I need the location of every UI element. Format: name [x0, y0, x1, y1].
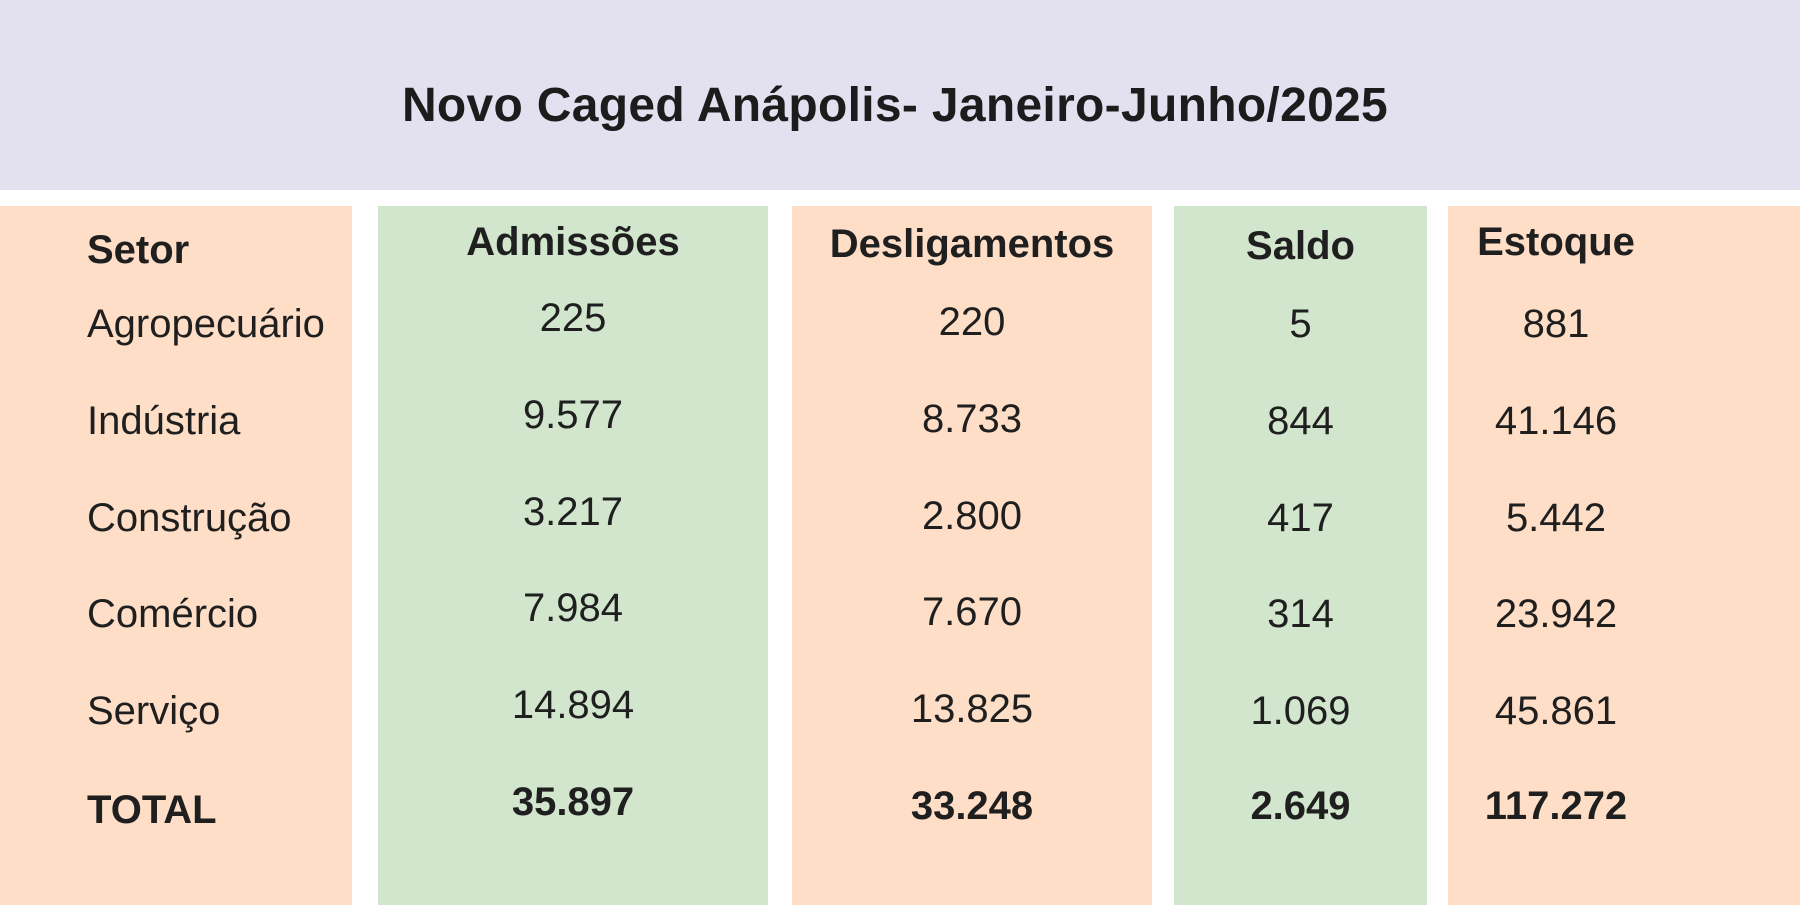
column-estoque: Estoque 881 41.146 5.442 23.942 45.861 117.272 [1448, 206, 1800, 905]
cell-saldo-total: 2.649 [1250, 784, 1351, 828]
cell-estoque-industria: 41.146 [1494, 399, 1618, 443]
header-admissoes: Admissões [466, 220, 680, 264]
header-saldo: Saldo [1246, 224, 1355, 268]
cell-setor-servico: Serviço [87, 689, 221, 733]
cell-desligamentos-industria: 8.733 [921, 397, 1023, 441]
cell-admissoes-agropecuario: 225 [539, 296, 607, 340]
cell-setor-industria: Indústria [87, 399, 241, 443]
cell-saldo-construcao: 417 [1267, 496, 1334, 540]
cell-saldo-industria: 844 [1267, 399, 1334, 443]
cell-setor-total: TOTAL [87, 788, 217, 832]
cell-setor-comercio: Comércio [87, 592, 259, 636]
header-estoque: Estoque [1477, 220, 1635, 264]
cell-admissoes-comercio: 7.984 [522, 586, 624, 630]
cell-admissoes-construcao: 3.217 [522, 490, 624, 534]
cell-estoque-total: 117.272 [1484, 784, 1628, 828]
column-setor: Setor Agropecuário Indústria Construção Comé… [0, 206, 352, 905]
cell-desligamentos-servico: 13.825 [910, 687, 1034, 731]
title-banner [0, 0, 1800, 190]
table-title: Novo Caged Anápolis- Janeiro-Junho/2025 [401, 79, 1389, 132]
cell-admissoes-total: 35.897 [511, 780, 635, 824]
header-desligamentos: Desligamentos [829, 222, 1115, 266]
cell-estoque-comercio: 23.942 [1494, 592, 1618, 636]
cell-estoque-agropecuario: 881 [1522, 302, 1590, 346]
cell-saldo-comercio: 314 [1267, 592, 1334, 636]
column-saldo: Saldo 5 844 417 314 1.069 2.649 [1174, 206, 1427, 905]
cell-admissoes-servico: 14.894 [511, 683, 635, 727]
cell-estoque-servico: 45.861 [1494, 689, 1618, 733]
cell-desligamentos-comercio: 7.670 [921, 590, 1023, 634]
cell-desligamentos-total: 33.248 [910, 784, 1034, 828]
cell-saldo-servico: 1.069 [1250, 689, 1351, 733]
cell-setor-construcao: Construção [87, 496, 292, 540]
cell-admissoes-industria: 9.577 [522, 393, 624, 437]
cell-desligamentos-construcao: 2.800 [921, 494, 1023, 538]
cell-estoque-construcao: 5.442 [1505, 496, 1607, 540]
cell-setor-agropecuario: Agropecuário [87, 302, 325, 346]
column-admissoes: Admissões 225 9.577 3.217 7.984 14.894 35.897 [378, 206, 768, 905]
cell-desligamentos-agropecuario: 220 [938, 300, 1006, 344]
header-setor: Setor [87, 228, 190, 272]
column-desligamentos: Desligamentos 220 8.733 2.800 7.670 13.825 33.… [792, 206, 1152, 905]
cell-saldo-agropecuario: 5 [1289, 302, 1312, 346]
